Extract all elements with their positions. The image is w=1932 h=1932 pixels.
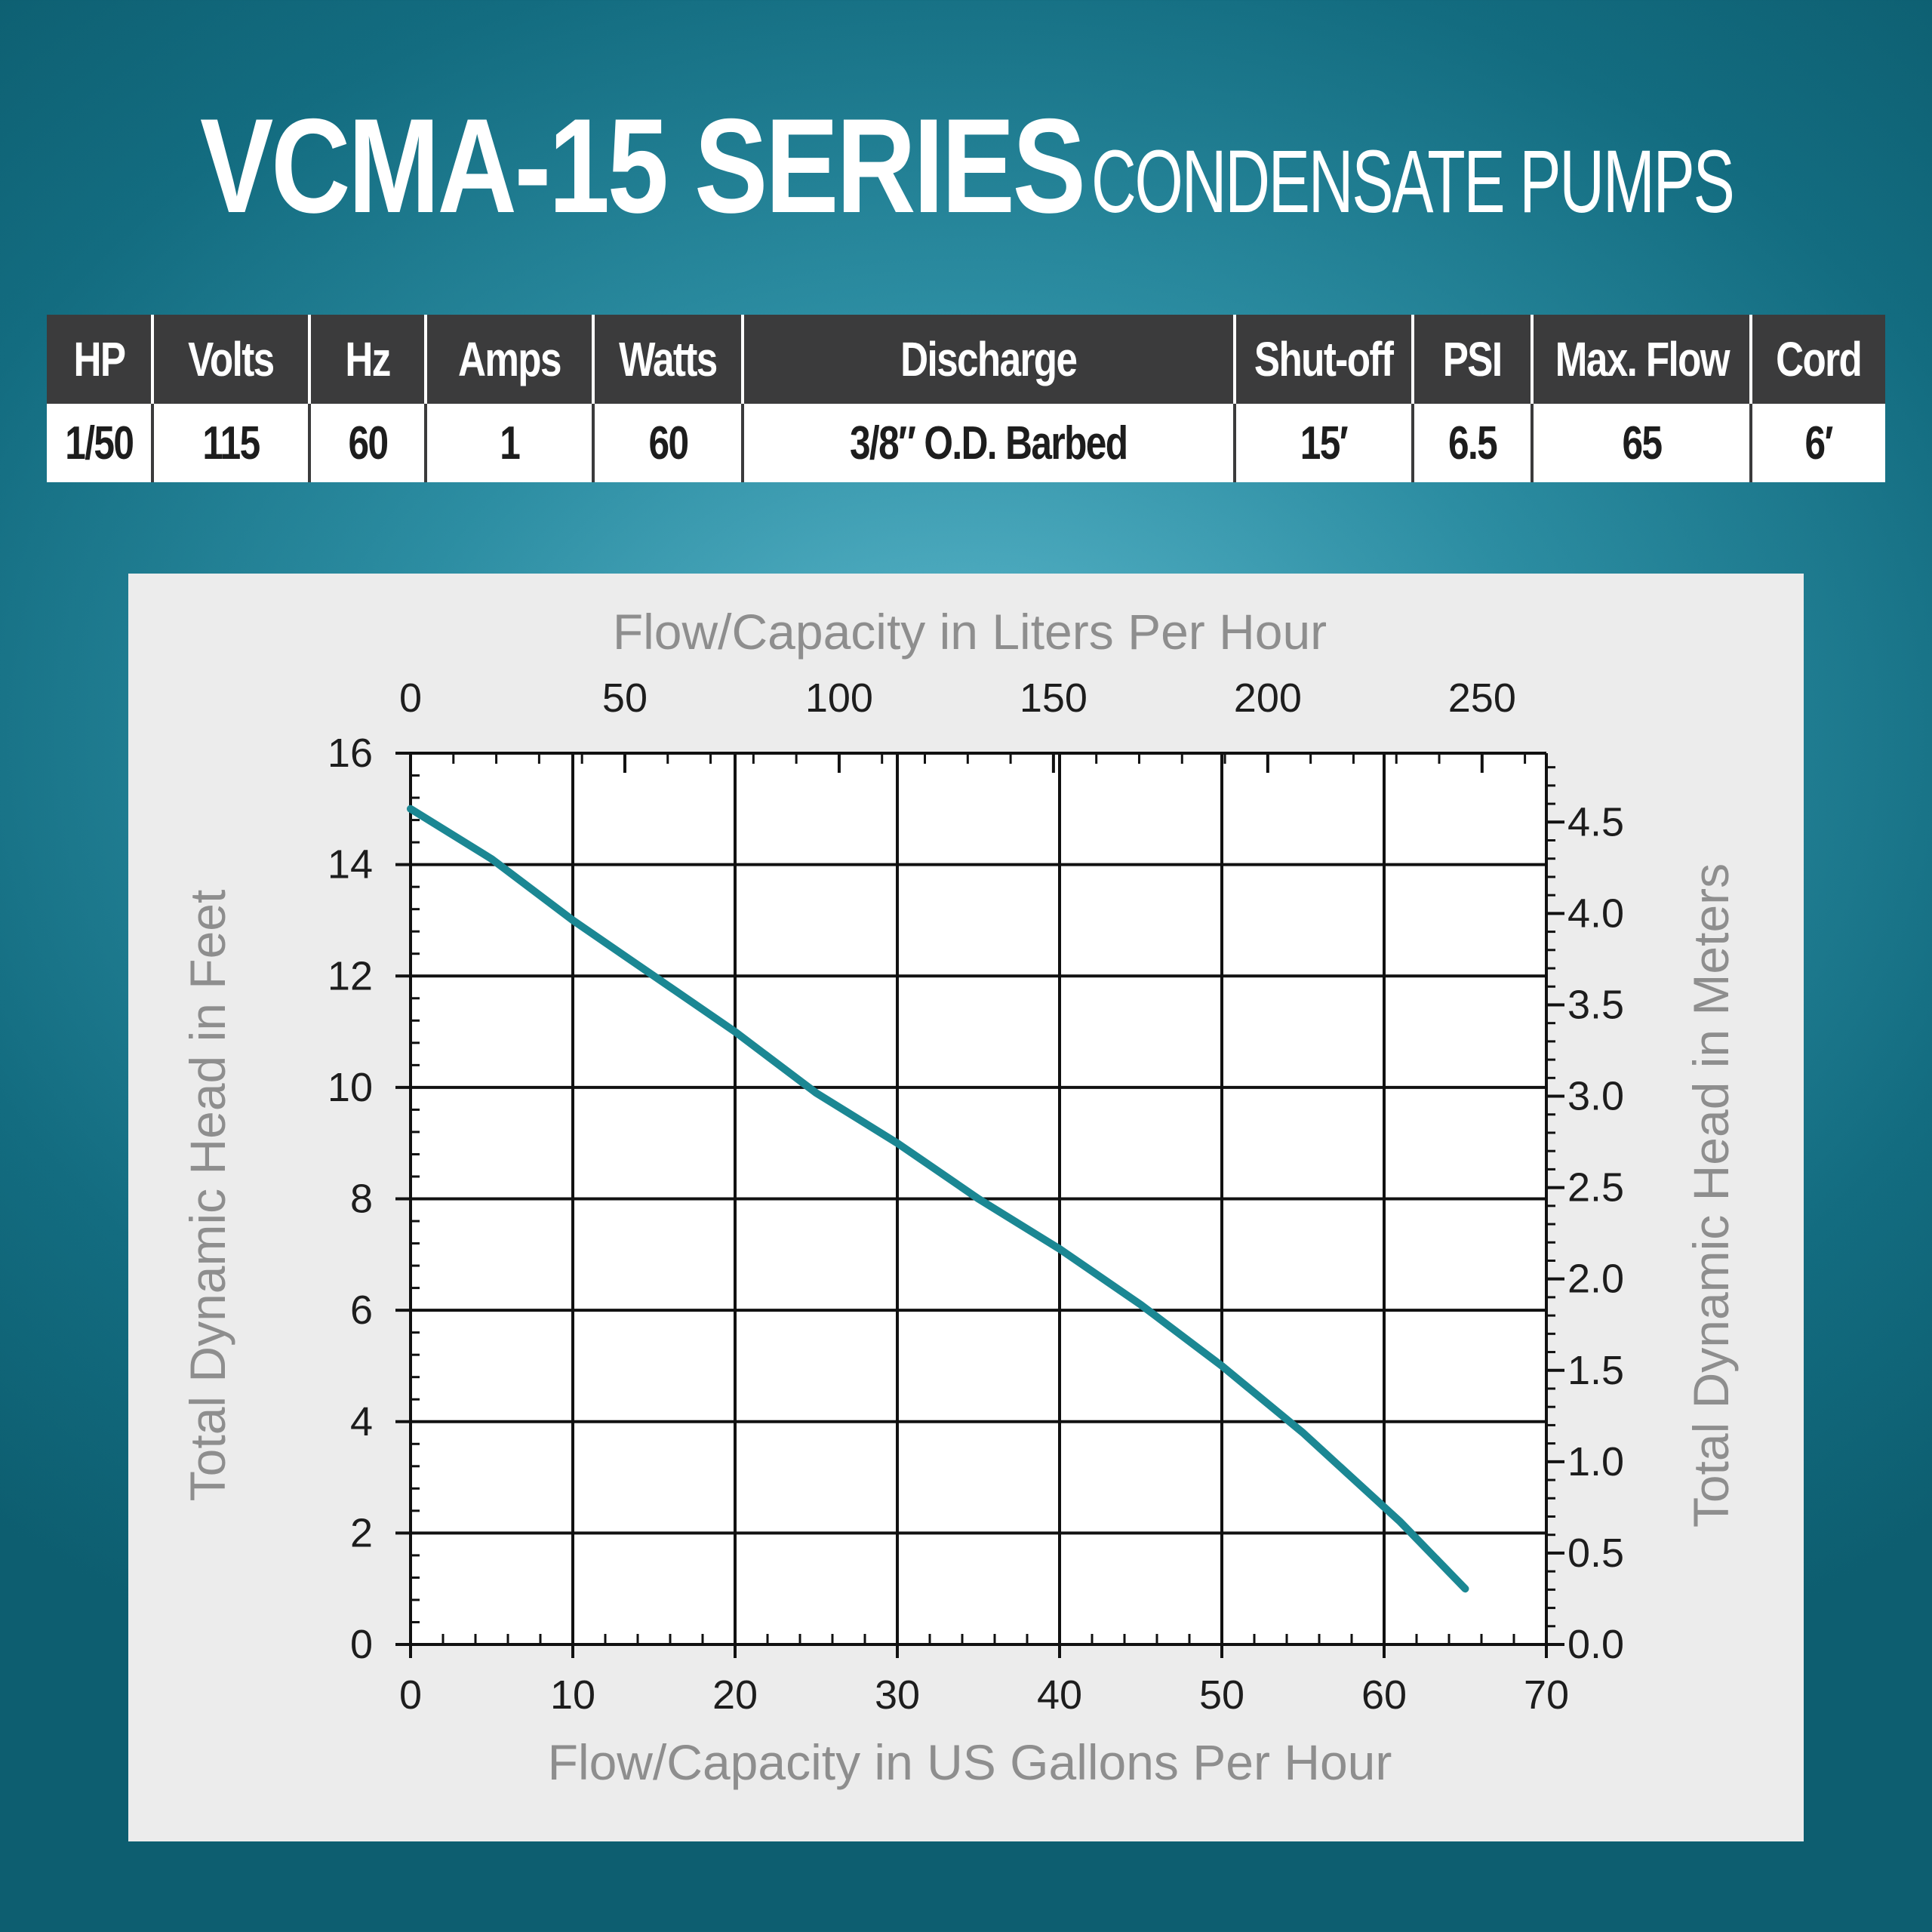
- y-tick-label: 12: [328, 953, 373, 998]
- y2-axis-title: Total Dynamic Head in Meters: [1683, 863, 1739, 1527]
- y-tick-label: 14: [328, 842, 373, 888]
- x2-axis-title: Flow/Capacity in Liters Per Hour: [613, 604, 1327, 660]
- y-axis-title: Total Dynamic Head in Feet: [180, 890, 235, 1502]
- y-tick-label: 2: [350, 1510, 373, 1555]
- spec-header-amps: Amps: [424, 315, 593, 404]
- spec-header-row: HP Volts Hz Amps Watts Discharge Shut-of…: [47, 315, 1885, 404]
- spec-header-watts: Watts: [592, 315, 743, 404]
- spec-table: HP Volts Hz Amps Watts Discharge Shut-of…: [47, 315, 1885, 482]
- spec-header-psi: PSI: [1411, 315, 1532, 404]
- title-sub: CONDENSATE PUMPS: [1091, 132, 1735, 232]
- x2-tick-label: 0: [399, 675, 422, 721]
- x-tick-label: 50: [1199, 1672, 1244, 1718]
- y-tick-label: 0: [350, 1622, 373, 1667]
- y2-tick-label: 1.0: [1567, 1439, 1624, 1484]
- spec-header-discharge: Discharge: [741, 315, 1235, 404]
- x2-tick-label: 100: [805, 675, 873, 721]
- spec-value-discharge: 3/8″ O.D. Barbed: [741, 404, 1235, 482]
- spec-value-shutoff: 15′: [1233, 404, 1413, 482]
- title: VCMA-15 SERIESCONDENSATE PUMPS: [0, 91, 1932, 242]
- y-tick-label: 6: [350, 1287, 373, 1333]
- y2-tick-label: 4.0: [1567, 891, 1624, 936]
- spec-value-hp: 1/50: [47, 404, 152, 482]
- x-tick-label: 0: [399, 1672, 422, 1718]
- performance-curve: [407, 804, 1469, 1593]
- title-main: VCMA-15 SERIES: [199, 91, 1086, 241]
- spec-header-cord: Cord: [1749, 315, 1885, 404]
- spec-value-volts: 115: [151, 404, 309, 482]
- y2-tick-label: 4.5: [1567, 799, 1624, 844]
- y2-tick-label: 2.5: [1567, 1165, 1624, 1211]
- x2-tick-label: 200: [1234, 675, 1302, 721]
- spec-header-hz: Hz: [308, 315, 426, 404]
- x2-tick-label: 50: [602, 675, 648, 721]
- spec-header-hp: HP: [47, 315, 152, 404]
- x-axis-title: Flow/Capacity in US Gallons Per Hour: [548, 1734, 1392, 1790]
- tick-labels: 0 10 20 30 40 50 60 70 0 2 4 6 8 10 12 14 16 0 50 100 150 200…: [328, 675, 1624, 1718]
- spec-value-cord: 6′: [1749, 404, 1885, 482]
- spec-value-psi: 6.5: [1411, 404, 1532, 482]
- x-tick-label: 60: [1361, 1672, 1407, 1718]
- y-tick-label: 10: [328, 1065, 373, 1110]
- y-tick-label: 4: [350, 1399, 373, 1444]
- spec-header-max-flow: Max. Flow: [1531, 315, 1751, 404]
- axis-ticks: [395, 752, 1564, 1658]
- performance-chart: 0 10 20 30 40 50 60 70 0 2 4 6 8 10 12 14 16 0 50 100 150 200…: [180, 604, 1739, 1790]
- y2-tick-label: 3.0: [1567, 1074, 1624, 1119]
- spec-value-hz: 60: [308, 404, 426, 482]
- spec-value-row: 1/50 115 60 1 60 3/8″ O.D. Barbed 15′ 6.…: [47, 404, 1885, 482]
- chart-panel: 0 10 20 30 40 50 60 70 0 2 4 6 8 10 12 14 16 0 50 100 150 200…: [128, 574, 1804, 1841]
- x-tick-label: 10: [550, 1672, 595, 1718]
- x-tick-label: 40: [1037, 1672, 1082, 1718]
- x-tick-label: 70: [1524, 1672, 1569, 1718]
- x-tick-label: 20: [712, 1672, 758, 1718]
- spec-value-max-flow: 65: [1531, 404, 1751, 482]
- spec-header-volts: Volts: [151, 315, 309, 404]
- spec-value-amps: 1: [424, 404, 593, 482]
- x2-tick-label: 150: [1020, 675, 1088, 721]
- y2-tick-label: 3.5: [1567, 982, 1624, 1027]
- spec-value-watts: 60: [592, 404, 743, 482]
- x2-tick-label: 250: [1448, 675, 1516, 721]
- y-tick-label: 16: [328, 731, 373, 776]
- y2-tick-label: 1.5: [1567, 1348, 1624, 1393]
- y2-tick-label: 2.0: [1567, 1257, 1624, 1302]
- y2-tick-label: 0.0: [1567, 1622, 1624, 1667]
- y2-tick-label: 0.5: [1567, 1531, 1624, 1576]
- x-tick-label: 30: [875, 1672, 920, 1718]
- spec-header-shutoff: Shut-off: [1233, 315, 1413, 404]
- y-tick-label: 8: [350, 1177, 373, 1222]
